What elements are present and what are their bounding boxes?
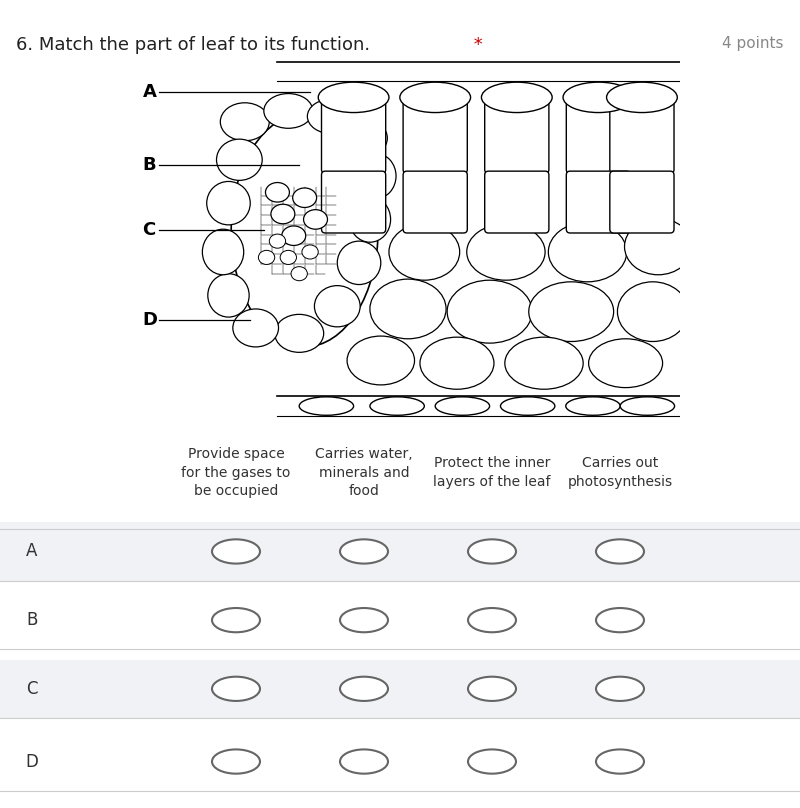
Ellipse shape xyxy=(566,397,620,415)
Ellipse shape xyxy=(435,397,490,415)
Circle shape xyxy=(468,750,516,774)
Ellipse shape xyxy=(217,139,262,180)
Circle shape xyxy=(340,677,388,701)
FancyBboxPatch shape xyxy=(485,171,549,233)
Ellipse shape xyxy=(548,222,626,282)
Ellipse shape xyxy=(271,204,295,224)
Bar xyxy=(0,659,800,718)
FancyBboxPatch shape xyxy=(610,99,674,174)
Ellipse shape xyxy=(466,224,545,280)
Text: B: B xyxy=(26,611,38,629)
Ellipse shape xyxy=(482,82,552,112)
Text: Carries water,
minerals and
food: Carries water, minerals and food xyxy=(315,448,413,498)
Ellipse shape xyxy=(208,274,249,317)
Text: B: B xyxy=(142,156,156,175)
FancyBboxPatch shape xyxy=(485,99,549,174)
Ellipse shape xyxy=(447,280,532,343)
Text: C: C xyxy=(26,680,38,698)
Ellipse shape xyxy=(318,82,389,112)
Text: A: A xyxy=(142,83,157,101)
Text: 6. Match the part of leaf to its function.: 6. Match the part of leaf to its functio… xyxy=(16,36,370,54)
Ellipse shape xyxy=(293,188,317,208)
Circle shape xyxy=(212,677,260,701)
Ellipse shape xyxy=(291,267,307,280)
Circle shape xyxy=(212,750,260,774)
Ellipse shape xyxy=(270,234,286,248)
FancyBboxPatch shape xyxy=(610,171,674,233)
Ellipse shape xyxy=(266,183,290,202)
Circle shape xyxy=(340,540,388,564)
Ellipse shape xyxy=(314,285,360,327)
Circle shape xyxy=(596,750,644,774)
Ellipse shape xyxy=(350,196,390,242)
Text: Protect the inner
layers of the leaf: Protect the inner layers of the leaf xyxy=(434,457,550,489)
Ellipse shape xyxy=(620,397,674,415)
FancyBboxPatch shape xyxy=(403,99,467,174)
Ellipse shape xyxy=(202,229,244,275)
Ellipse shape xyxy=(231,114,378,347)
Ellipse shape xyxy=(307,99,356,133)
Text: Provide space
for the gases to
be occupied: Provide space for the gases to be occupi… xyxy=(182,448,290,498)
Ellipse shape xyxy=(529,282,614,342)
Ellipse shape xyxy=(299,397,354,415)
Ellipse shape xyxy=(354,154,396,199)
Circle shape xyxy=(596,608,644,632)
Text: C: C xyxy=(142,221,156,239)
Circle shape xyxy=(340,608,388,632)
Ellipse shape xyxy=(505,337,583,389)
Ellipse shape xyxy=(282,226,306,246)
Circle shape xyxy=(468,540,516,564)
Ellipse shape xyxy=(303,209,327,229)
Ellipse shape xyxy=(220,103,270,141)
Circle shape xyxy=(212,608,260,632)
Ellipse shape xyxy=(389,224,460,280)
Text: A: A xyxy=(26,542,38,561)
Ellipse shape xyxy=(338,241,381,284)
Ellipse shape xyxy=(370,397,424,415)
FancyBboxPatch shape xyxy=(322,171,386,233)
Text: 4 points: 4 points xyxy=(722,36,784,52)
FancyBboxPatch shape xyxy=(322,99,386,174)
Ellipse shape xyxy=(618,282,688,342)
Ellipse shape xyxy=(274,314,324,352)
Text: *: * xyxy=(468,36,482,54)
Ellipse shape xyxy=(206,182,250,225)
FancyBboxPatch shape xyxy=(566,171,630,233)
Ellipse shape xyxy=(280,250,297,264)
Ellipse shape xyxy=(606,82,678,112)
Circle shape xyxy=(468,677,516,701)
Ellipse shape xyxy=(302,245,318,259)
Text: Carries out
photosynthesis: Carries out photosynthesis xyxy=(567,457,673,489)
Ellipse shape xyxy=(400,82,470,112)
Text: D: D xyxy=(142,311,158,329)
Circle shape xyxy=(596,540,644,564)
Bar xyxy=(0,591,800,650)
Bar xyxy=(0,522,800,581)
Ellipse shape xyxy=(233,309,278,347)
Ellipse shape xyxy=(501,397,555,415)
Ellipse shape xyxy=(370,279,446,339)
Circle shape xyxy=(212,540,260,564)
FancyBboxPatch shape xyxy=(403,171,467,233)
Circle shape xyxy=(468,608,516,632)
Ellipse shape xyxy=(420,337,494,389)
Circle shape xyxy=(596,677,644,701)
Ellipse shape xyxy=(342,119,387,157)
Ellipse shape xyxy=(347,336,414,385)
Text: D: D xyxy=(26,752,38,771)
Ellipse shape xyxy=(563,82,634,112)
Ellipse shape xyxy=(258,250,274,264)
Ellipse shape xyxy=(625,218,692,275)
Bar xyxy=(0,732,800,791)
Ellipse shape xyxy=(589,339,662,388)
Ellipse shape xyxy=(264,94,313,128)
Circle shape xyxy=(340,750,388,774)
FancyBboxPatch shape xyxy=(566,99,630,174)
